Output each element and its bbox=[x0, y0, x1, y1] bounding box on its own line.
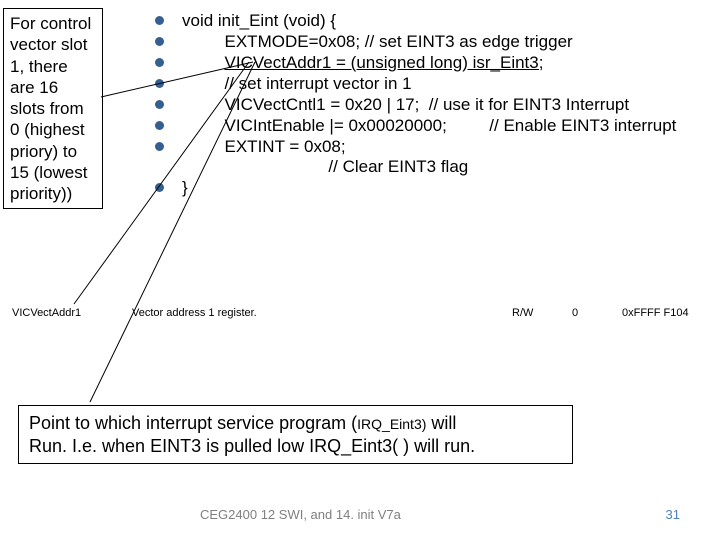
code-line: // Clear EINT3 flag bbox=[182, 157, 468, 177]
code-line: VICVectCntl1 = 0x20 | 17; // use it for … bbox=[182, 95, 629, 115]
page-number: 31 bbox=[666, 507, 680, 522]
bullet-icon bbox=[155, 16, 164, 25]
reg-name: VICVectAddr1 bbox=[12, 307, 132, 319]
register-row: VICVectAddr1 Vector address 1 register. … bbox=[12, 307, 712, 319]
bottom-line2: Run. I.e. when EINT3 is pulled low IRQ_E… bbox=[29, 435, 562, 458]
code-block: void init_Eint (void) { EXTMODE=0x08; //… bbox=[155, 10, 676, 198]
reg-desc: Vector address 1 register. bbox=[132, 307, 512, 319]
reg-reset: 0 bbox=[572, 307, 622, 319]
bottom-line1: Point to which interrupt service program… bbox=[29, 412, 562, 435]
code-line: EXTINT = 0x08; bbox=[182, 137, 346, 157]
reg-addr: 0xFFFF F104 bbox=[622, 307, 689, 319]
bullet-icon bbox=[155, 142, 164, 151]
footer: CEG2400 12 SWI, and 14. init V7a 31 bbox=[0, 507, 720, 522]
code-line: VICVectAddr1 = (unsigned long) isr_Eint3… bbox=[182, 53, 543, 73]
bottom-box: Point to which interrupt service program… bbox=[18, 405, 573, 464]
bullet-icon bbox=[155, 37, 164, 46]
code-line: } bbox=[182, 178, 188, 198]
reg-rw: R/W bbox=[512, 307, 572, 319]
code-line: void init_Eint (void) { bbox=[182, 11, 336, 31]
code-line: EXTMODE=0x08; // set EINT3 as edge trigg… bbox=[182, 32, 573, 52]
code-line: VICIntEnable |= 0x00020000; // Enable EI… bbox=[182, 116, 676, 136]
left-box: For control vector slot 1, there are 16 … bbox=[3, 8, 103, 209]
bullet-icon bbox=[155, 79, 164, 88]
code-line: // set interrupt vector in 1 bbox=[182, 74, 412, 94]
left-box-text: For control vector slot 1, there are 16 … bbox=[10, 14, 91, 203]
bullet-icon bbox=[155, 100, 164, 109]
bullet-icon bbox=[155, 121, 164, 130]
bullet-icon bbox=[155, 58, 164, 67]
footer-text: CEG2400 12 SWI, and 14. init V7a bbox=[200, 507, 401, 522]
bullet-icon bbox=[155, 183, 164, 192]
